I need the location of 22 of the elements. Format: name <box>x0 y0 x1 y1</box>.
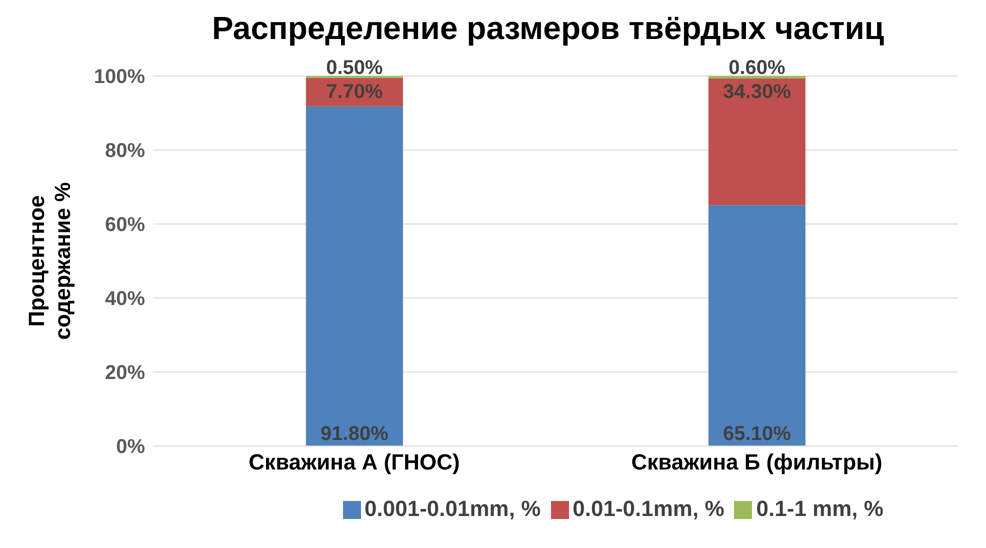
y-axis-title: Процентное содержание % <box>24 182 75 340</box>
legend-label: 0.001-0.01mm, % <box>364 496 541 521</box>
bar <box>306 106 403 446</box>
y-tick-label: 80% <box>104 140 146 162</box>
y-tick-label: 0% <box>116 436 146 458</box>
legend-label: 0.01-0.1mm, % <box>572 496 724 521</box>
x-tick-label: Скважина А (ГНОС) <box>248 450 460 475</box>
y-tick-label: 60% <box>104 214 146 236</box>
data-label: 91.80% <box>320 423 389 445</box>
data-label: 34.30% <box>723 81 792 104</box>
bar <box>708 78 806 206</box>
chart-title: Распределение размеров твёрдых частиц <box>210 9 886 48</box>
y-tick-label: 20% <box>104 362 146 384</box>
bar <box>708 205 806 446</box>
data-label: 0.50% <box>326 57 384 79</box>
y-tick-label: 40% <box>104 288 146 310</box>
data-label: 65.10% <box>723 423 792 445</box>
data-label: 0.60% <box>728 57 786 79</box>
legend-label: 0.1-1 mm, % <box>756 496 884 521</box>
data-label: 7.70% <box>326 80 384 103</box>
x-tick-label: Скважина Б (фильтры) <box>631 450 882 475</box>
y-tick-label: 100% <box>94 66 146 88</box>
